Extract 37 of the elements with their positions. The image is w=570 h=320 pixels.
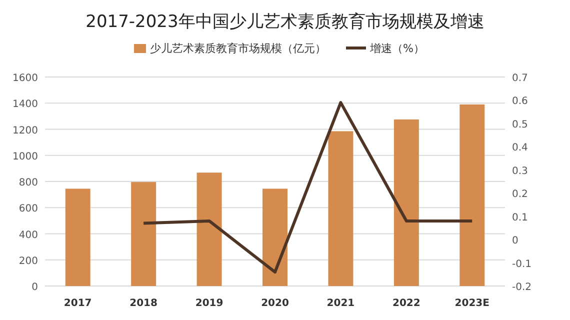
y2-tick-label: 0.2	[512, 189, 528, 200]
chart-title: 2017-2023年中国少儿艺术素质教育市场规模及增速	[86, 12, 484, 32]
legend-label: 少儿艺术素质教育市场规模（亿元）	[150, 42, 326, 55]
y2-tick-label: -0.1	[512, 258, 532, 270]
y2-tick-label: 0.6	[512, 96, 528, 108]
x-tick-label: 2020	[261, 298, 289, 309]
y2-tick-label: 0.5	[512, 119, 528, 130]
y-tick-label: 0	[32, 282, 38, 293]
x-tick-label: 2022	[392, 298, 420, 309]
line-series	[142, 101, 474, 274]
legend-label: 增速（%）	[369, 42, 424, 55]
y-tick-label: 1000	[12, 151, 38, 162]
x-tick-label: 2017	[64, 298, 92, 309]
y-tick-label: 200	[18, 256, 38, 267]
y2-tick-label: -0.2	[512, 282, 532, 293]
x-tick-label: 2021	[326, 298, 355, 309]
bar	[196, 172, 222, 286]
bar	[131, 182, 156, 286]
bar	[328, 131, 354, 286]
x-tick-label: 2019	[195, 298, 224, 309]
y-tick-label: 1600	[12, 73, 38, 84]
y2-tick-label: 0.4	[512, 142, 528, 154]
y-tick-label: 600	[18, 204, 38, 215]
y2-tick-label: 0.7	[512, 73, 528, 84]
y-tick-label: 1400	[12, 99, 38, 110]
bar	[65, 188, 90, 286]
bar	[394, 119, 419, 286]
y2-tick-label: 0	[512, 236, 518, 247]
x-tick-label: 2018	[130, 298, 158, 309]
y-tick-label: 800	[18, 178, 38, 188]
y2-tick-label: 0.3	[512, 166, 528, 177]
y-tick-label: 1200	[12, 125, 38, 136]
y-tick-label: 400	[18, 230, 38, 241]
bar	[460, 104, 485, 286]
y2-tick-label: 0.1	[512, 212, 528, 224]
x-tick-label: 2023E	[454, 298, 490, 309]
bar	[262, 188, 288, 286]
